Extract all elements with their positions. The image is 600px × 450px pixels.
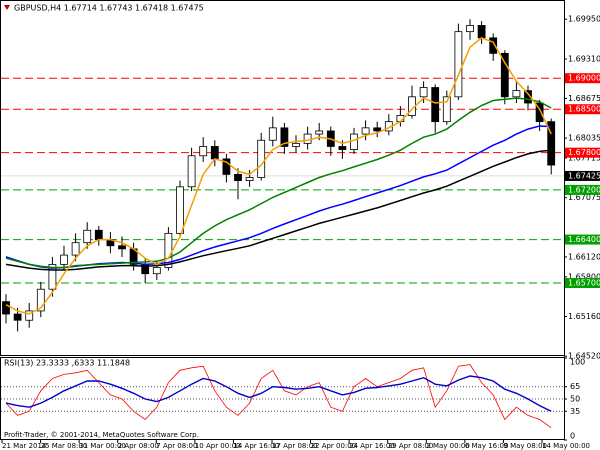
- x-tick-label: 7 Apr 08:00: [156, 442, 197, 450]
- main-panel: [0, 0, 565, 356]
- candle-body: [454, 31, 463, 98]
- y-tick-label: 100: [570, 358, 585, 367]
- candle-body: [547, 121, 556, 166]
- candle-body: [222, 158, 231, 175]
- candle-body: [234, 173, 242, 182]
- candle-body: [338, 146, 347, 150]
- copyright: Profit-Trader, © 2001-2014, MetaQuotes S…: [4, 431, 199, 439]
- x-tick-label: 22 Apr 00:00: [311, 442, 357, 450]
- level-tag: [565, 234, 600, 245]
- candle-body: [489, 37, 498, 54]
- candle-body: [466, 25, 474, 33]
- candle-body: [373, 127, 382, 132]
- level-label: 1.67800: [568, 148, 600, 157]
- level-tag: [565, 104, 600, 115]
- candle-body: [176, 186, 184, 234]
- level-label: 1.66400: [568, 235, 600, 244]
- candle-body: [2, 301, 10, 315]
- chart-title: GBPUSD,H4 1.67714 1.67743 1.67418 1.6747…: [14, 4, 204, 13]
- candle-body: [524, 90, 532, 104]
- candle-body: [361, 127, 370, 135]
- current-price-tag: [565, 170, 600, 181]
- x-tick-label: 2 Apr 08:00: [118, 442, 159, 450]
- x-tick-label: 25 Mar 08:00: [41, 442, 88, 450]
- candle-body: [303, 133, 312, 144]
- candle-body: [535, 102, 544, 123]
- candle-body: [25, 310, 34, 321]
- candle-body: [71, 242, 80, 256]
- candle-body: [431, 87, 440, 123]
- candle-body: [257, 139, 266, 178]
- candle-body: [419, 87, 428, 98]
- rsi-line: [5, 375, 552, 412]
- candle-body: [350, 133, 358, 150]
- level-label: 1.67200: [568, 185, 600, 194]
- rsi-title: RSI(13) 23.3333 ,6333 11.1848: [4, 359, 130, 368]
- level-tag: [565, 73, 600, 84]
- candle-body: [500, 52, 509, 98]
- candle-body: [477, 25, 486, 39]
- current-price-label: 1.67425: [568, 171, 600, 180]
- x-tick-label: 2 May 00:00: [426, 442, 470, 450]
- x-tick-label: 9 May 08:00: [503, 442, 547, 450]
- candle-body: [94, 229, 103, 240]
- candle-body: [60, 254, 68, 265]
- y-tick-label: 50: [570, 395, 580, 404]
- y-tick-label: 1.68675: [568, 94, 600, 103]
- y-tick-label: 1.65800: [568, 272, 600, 281]
- candle-body: [48, 263, 57, 290]
- y-tick-label: 0: [570, 432, 575, 441]
- x-tick-label: 21 Mar 2014: [2, 442, 47, 450]
- candle-body: [442, 96, 451, 123]
- level-label: 1.65700: [568, 279, 600, 288]
- y-tick-label: 1.64520: [568, 352, 600, 361]
- moving-average: [5, 149, 552, 271]
- candle-body: [512, 90, 521, 98]
- level-label: 1.69000: [568, 74, 600, 83]
- candle-body: [83, 229, 92, 244]
- moving-average: [5, 97, 552, 269]
- candle-body: [187, 155, 196, 188]
- y-tick-label: 1.68035: [568, 134, 600, 143]
- moving-average: [5, 37, 552, 315]
- y-tick-label: 1.67715: [568, 153, 600, 162]
- x-tick-label: 10 Apr 00:00: [195, 442, 241, 450]
- x-tick-label: 6 May 16:00: [465, 442, 509, 450]
- candle-body: [210, 146, 219, 160]
- y-tick-label: 1.66120: [568, 252, 600, 261]
- x-tick-label: 14 May 00:00: [542, 442, 590, 450]
- level-label: 1.68500: [568, 105, 600, 114]
- candle-body: [268, 127, 277, 141]
- candle-body: [280, 127, 289, 147]
- level-tag: [565, 184, 600, 195]
- symbol-icon: [4, 5, 10, 10]
- y-tick-label: 35: [570, 407, 580, 416]
- candle-body: [292, 142, 300, 147]
- x-tick-label: 14 Apr 16:00: [233, 442, 279, 450]
- y-tick-label: 1.65160: [568, 312, 600, 321]
- candle-body: [152, 267, 161, 275]
- x-tick-label: 17 Apr 08:00: [272, 442, 318, 450]
- candle-body: [118, 245, 126, 250]
- y-tick-label: 1.69310: [568, 54, 600, 63]
- y-tick-label: 1.69950: [568, 15, 600, 24]
- candle-body: [199, 146, 208, 157]
- level-tag: [565, 147, 600, 158]
- candle-body: [36, 288, 45, 312]
- level-tag: [565, 278, 600, 289]
- y-tick-label: 1.67075: [568, 193, 600, 202]
- candle-body: [315, 130, 324, 135]
- y-tick-label: 65: [570, 382, 580, 391]
- x-tick-label: 31 Mar 00:00: [79, 442, 126, 450]
- x-tick-label: 24 Apr 16:00: [349, 442, 395, 450]
- candle-body: [245, 177, 254, 182]
- x-tick-label: 29 Apr 08:00: [388, 442, 434, 450]
- candle-body: [13, 313, 22, 321]
